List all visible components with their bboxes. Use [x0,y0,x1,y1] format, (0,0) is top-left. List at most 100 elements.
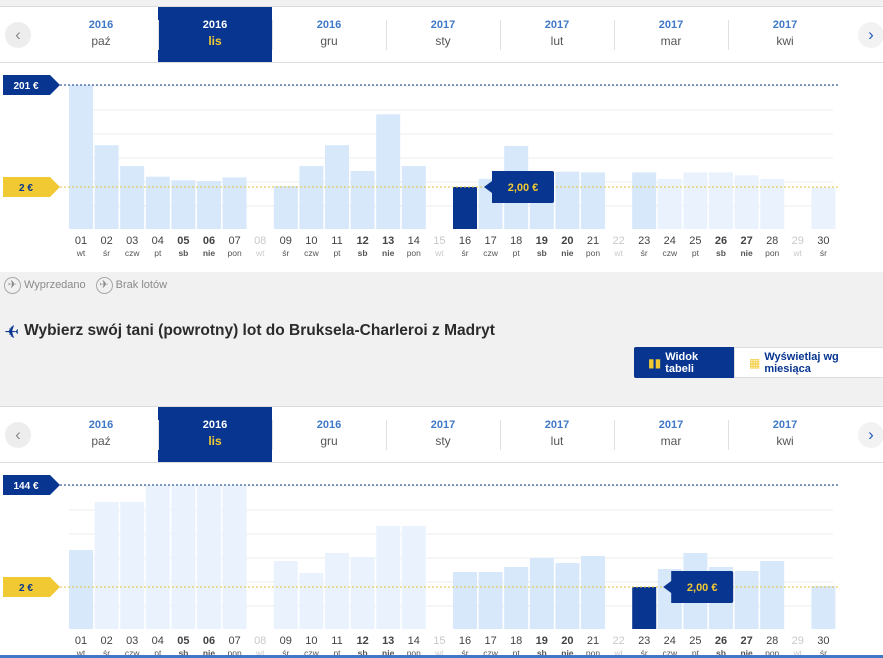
price-bar-21[interactable] [581,172,605,229]
month-tab-5[interactable]: 2017 mar [614,407,728,463]
price-bar-03[interactable] [120,165,145,229]
price-bar-07[interactable] [222,177,247,229]
day-weekday-04: pt [154,248,162,258]
price-bar-01[interactable] [69,85,93,229]
price-bar-23[interactable] [632,587,657,629]
month-tab-2[interactable]: 2016 gru [272,7,386,63]
month-year: 2016 [202,19,228,31]
price-bar-07[interactable] [222,485,247,629]
price-bar-27[interactable] [734,571,759,629]
price-bar-10[interactable] [299,165,324,229]
price-bar-28[interactable] [760,561,785,629]
prev-month-button[interactable]: ‹ [5,422,31,448]
month-tab-0[interactable]: 2016 paź [44,407,158,463]
month-tab-4[interactable]: 2017 lut [500,7,614,63]
price-bar-30[interactable] [811,586,836,629]
day-number-10: 10 [305,635,317,647]
month-year: 2017 [658,419,684,431]
price-bar-17[interactable] [478,572,503,629]
day-number-16: 16 [459,635,471,647]
price-bar-04[interactable] [145,176,170,229]
day-weekday-27: nie [740,648,753,658]
month-tab-4[interactable]: 2017 lut [500,407,614,463]
day-number-08: 08 [254,235,266,247]
price-bar-28[interactable] [760,178,785,229]
table-view-button[interactable]: ▮▮ Widok tabeli [634,347,734,378]
price-bar-18[interactable] [504,567,529,629]
day-weekday-29: wt [793,248,803,258]
price-bar-20[interactable] [555,563,580,629]
price-bar-01[interactable] [69,550,93,629]
price-bar-11[interactable] [325,553,349,629]
price-bar-14[interactable] [401,165,426,229]
month-tab-5[interactable]: 2017 mar [614,7,728,63]
price-bar-20[interactable] [555,171,580,229]
day-weekday-23: śr [641,648,648,658]
day-number-03: 03 [126,235,138,247]
day-weekday-01: wt [76,248,86,258]
price-bar-12[interactable] [350,557,375,629]
next-month-button[interactable]: › [858,22,883,48]
price-bar-09[interactable] [273,561,298,629]
price-bar-13[interactable] [376,526,401,629]
month-year: 2016 [316,419,342,431]
day-number-16: 16 [459,235,471,247]
day-weekday-11: pt [333,648,341,658]
price-tooltip [484,171,554,203]
price-bar-06[interactable] [197,485,221,629]
price-bar-25[interactable] [683,172,708,229]
price-bar-27[interactable] [734,175,759,229]
day-number-18: 18 [510,235,522,247]
month-separator [728,20,729,50]
price-chart: 201 €2 €2,00 €01 wt 02 śr 03 czw 04 pt 05 sb 06 nie… [0,62,883,272]
month-separator [614,20,615,50]
month-tab-3[interactable]: 2017 sty [386,407,500,463]
day-weekday-16: śr [461,248,468,258]
prev-month-button[interactable]: ‹ [5,22,31,48]
legend-sold-out-label: Wyprzedano [24,279,86,291]
price-bar-10[interactable] [299,573,324,629]
month-tab-1[interactable]: 2016 lis [158,7,272,63]
price-bar-13[interactable] [376,114,401,229]
price-bar-16[interactable] [453,187,477,229]
price-bar-30[interactable] [811,187,836,229]
day-weekday-07: pon [228,648,242,658]
next-month-button[interactable]: › [858,422,883,448]
price-bar-02[interactable] [94,502,119,629]
price-bar-03[interactable] [120,502,145,629]
price-bar-04[interactable] [145,485,170,629]
price-bar-21[interactable] [581,556,605,629]
day-number-01: 01 [75,235,87,247]
month-view-button[interactable]: ▦ Wyświetlaj wg miesiąca [734,347,883,378]
day-number-20: 20 [561,235,573,247]
month-tab-0[interactable]: 2016 paź [44,7,158,63]
price-bar-24[interactable] [657,178,682,229]
price-bar-14[interactable] [401,526,426,629]
month-tab-3[interactable]: 2017 sty [386,7,500,63]
day-weekday-05: sb [178,248,188,258]
month-tab-2[interactable]: 2016 gru [272,407,386,463]
price-bar-02[interactable] [94,145,119,229]
no-flights-icon: ✈ [95,276,113,294]
day-weekday-05: sb [178,648,188,658]
price-bar-19[interactable] [529,558,554,629]
month-name: lut [550,34,564,48]
day-number-13: 13 [382,235,394,247]
price-bar-09[interactable] [273,186,298,229]
price-bar-26[interactable] [709,172,733,229]
return-title: ✈ Wybierz swój tani (powrotny) lot do Br… [4,320,495,341]
price-bar-12[interactable] [350,170,375,229]
price-bar-05[interactable] [171,180,196,229]
price-bar-23[interactable] [632,172,657,229]
month-name: lis [208,34,222,48]
price-bar-05[interactable] [171,485,196,629]
month-tab-1[interactable]: 2016 lis [158,407,272,463]
month-name: gru [320,34,338,48]
month-name: mar [660,34,682,48]
price-bar-16[interactable] [453,572,477,629]
price-bar-06[interactable] [197,181,221,229]
month-year: 2016 [202,419,228,431]
month-tab-6[interactable]: 2017 kwi [728,7,842,63]
return-month-selector: ‹ 2016 paź 2016 lis 2016 gru 2017 sty 2017 lut 2017… [0,406,883,463]
month-tab-6[interactable]: 2017 kwi [728,407,842,463]
